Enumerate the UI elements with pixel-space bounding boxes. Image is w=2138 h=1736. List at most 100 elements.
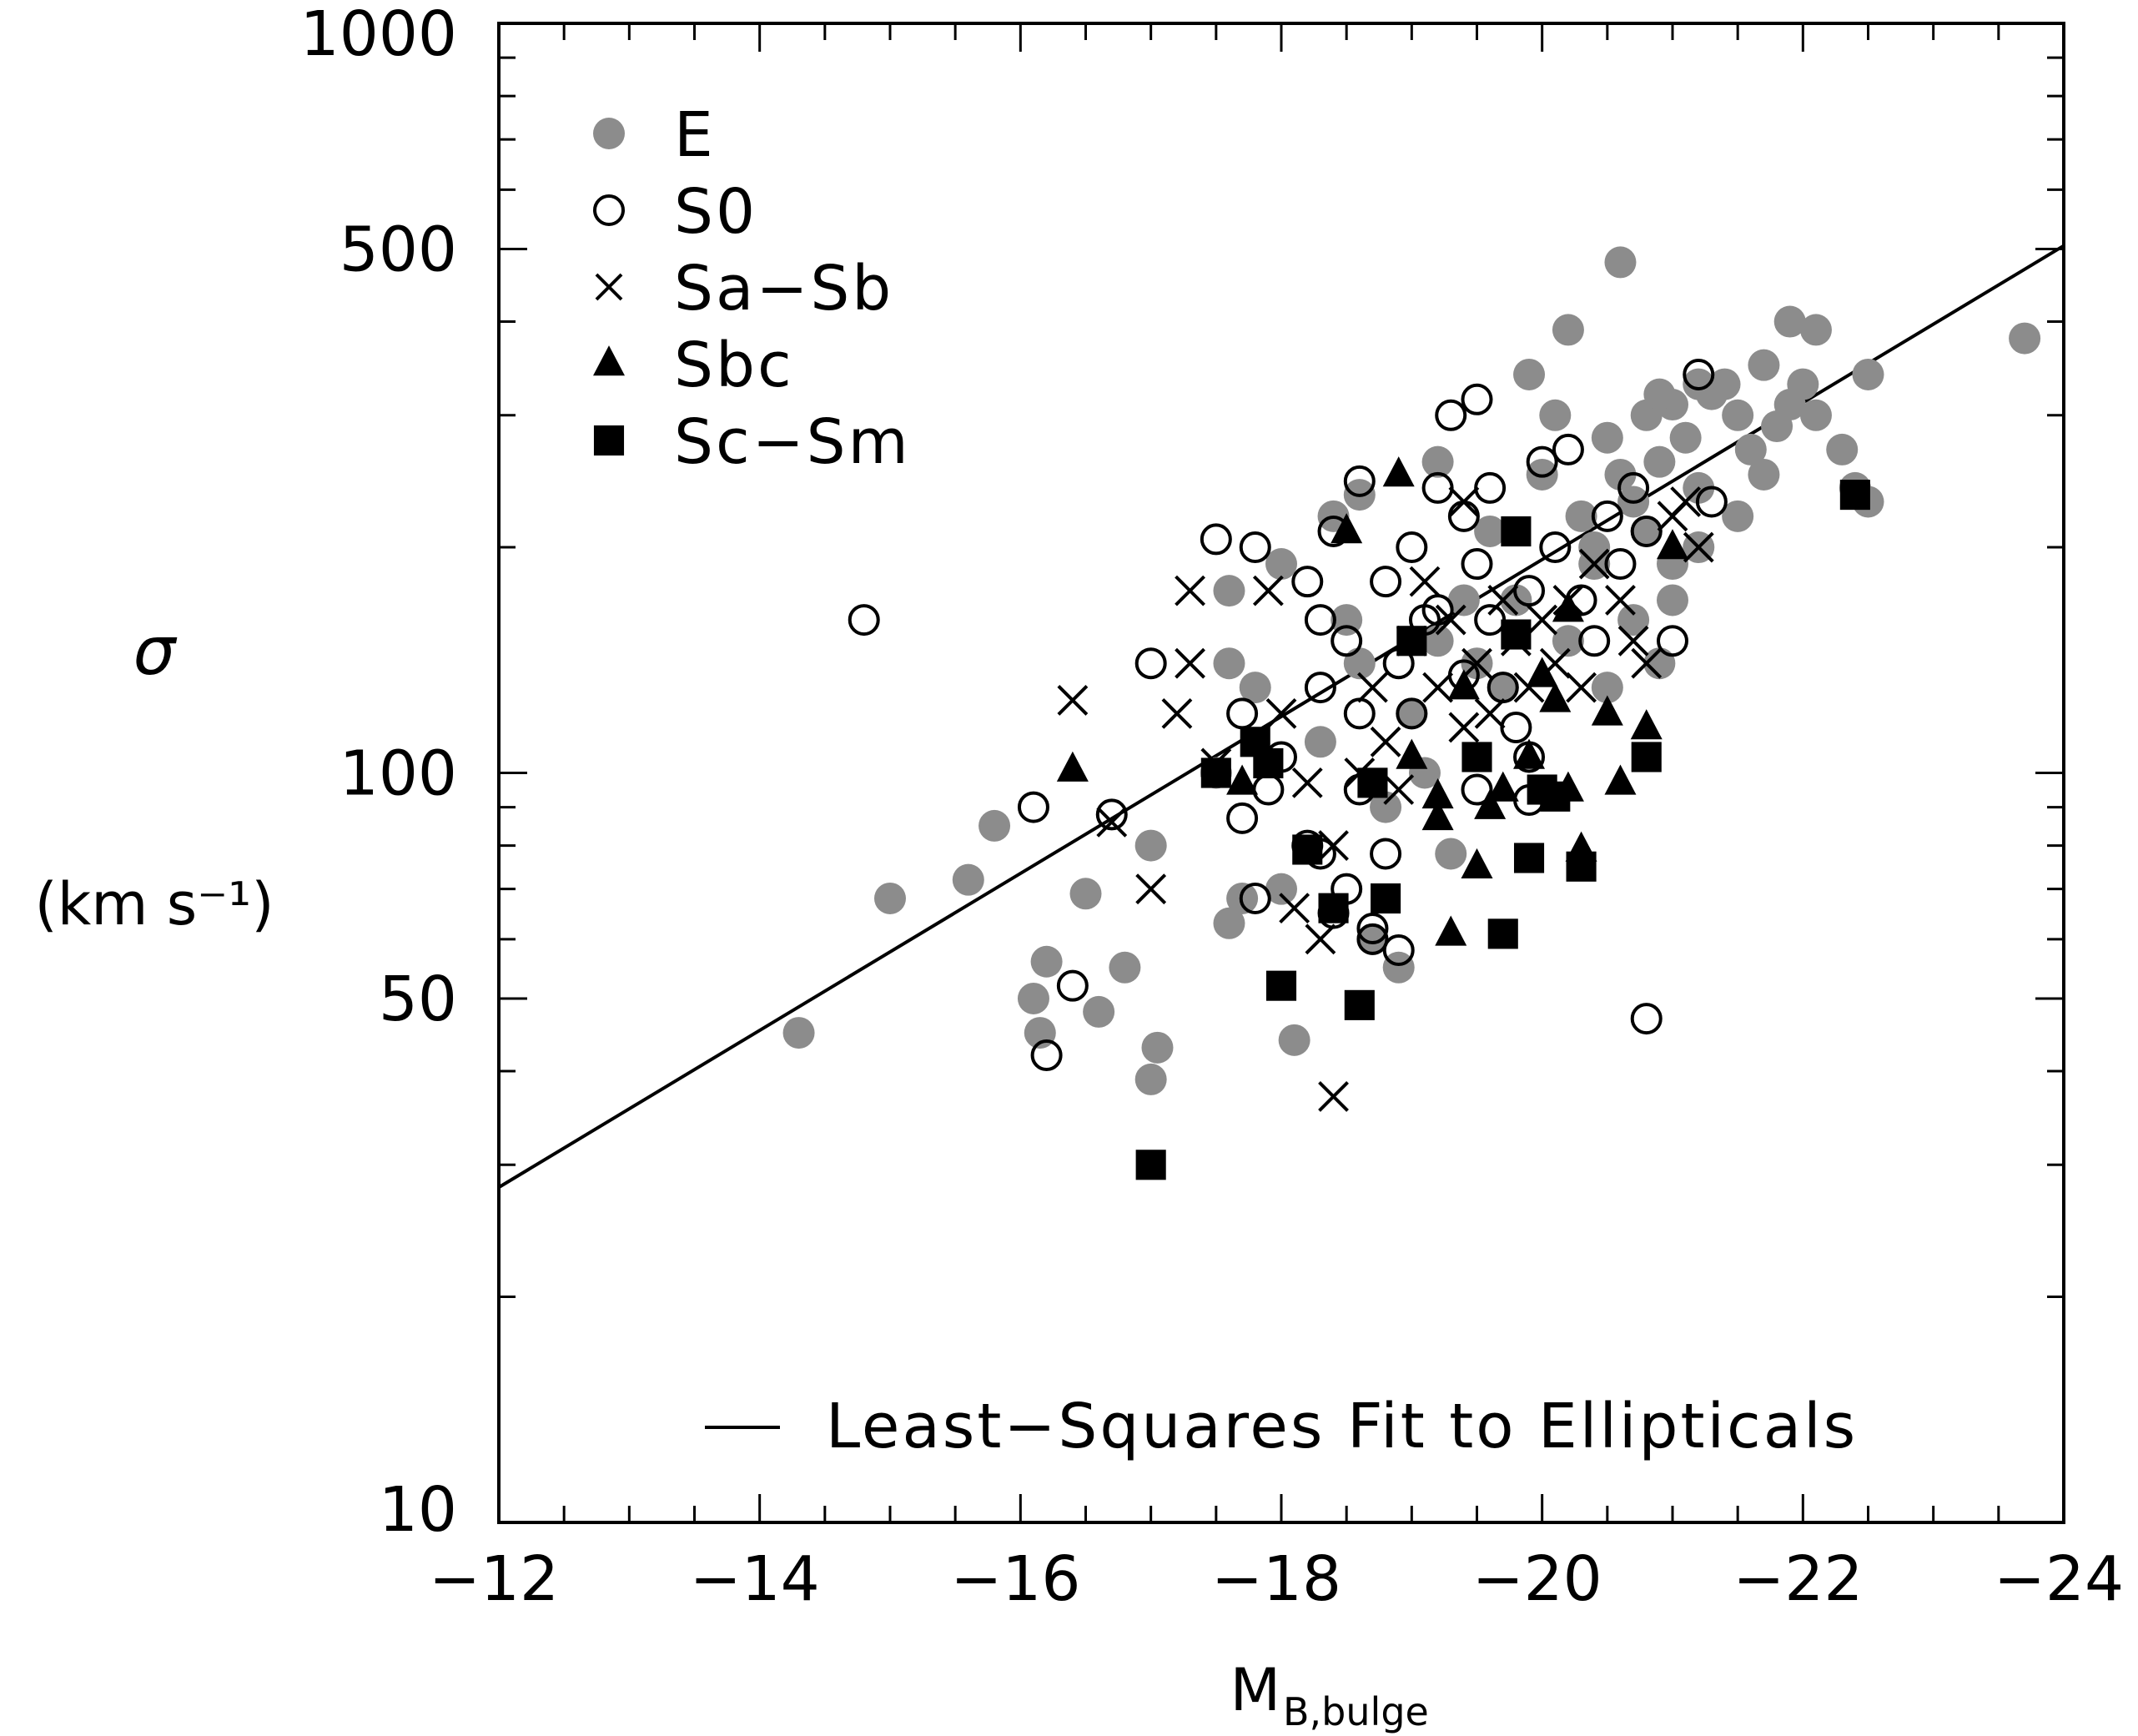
point-e xyxy=(1500,584,1532,616)
y-tick-label: 1000 xyxy=(300,0,457,70)
point-e xyxy=(1591,421,1623,454)
point-e xyxy=(1083,995,1115,1028)
point-s0 xyxy=(1447,500,1480,532)
point-s0 xyxy=(1343,697,1376,730)
point-sa-sb xyxy=(1175,647,1205,679)
point-e xyxy=(1852,358,1884,390)
point-sc-sm xyxy=(1513,843,1545,873)
point-sa-sb xyxy=(1135,873,1167,905)
point-s0 xyxy=(1539,531,1572,564)
point-sa-sb xyxy=(1422,672,1454,703)
point-s0 xyxy=(1252,773,1285,806)
point-s0 xyxy=(1591,500,1623,532)
point-e xyxy=(1748,458,1780,491)
point-sa-sb xyxy=(1578,548,1610,580)
point-sa-sb xyxy=(1435,604,1466,636)
point-sc-sm xyxy=(1371,883,1401,914)
point-s0 xyxy=(1331,625,1363,657)
y-tick-label: 100 xyxy=(340,738,457,810)
point-s0 xyxy=(1617,471,1650,504)
point-sbc xyxy=(1447,669,1480,700)
point-sc-sm xyxy=(1487,918,1518,949)
point-s0 xyxy=(1095,798,1128,831)
x-tick-label: −16 xyxy=(950,1543,1080,1615)
point-sa-sb xyxy=(1448,486,1480,517)
point-s0 xyxy=(1304,672,1336,704)
point-sbc xyxy=(1435,915,1467,946)
point-e xyxy=(1617,604,1650,637)
point-sc-sm xyxy=(1135,1150,1166,1180)
point-sa-sb xyxy=(1305,923,1336,955)
x-axis-label: M xyxy=(1230,1656,1280,1724)
point-s0 xyxy=(1461,548,1493,581)
point-e xyxy=(1213,647,1245,680)
y-tick-label: 500 xyxy=(340,214,457,285)
point-sa-sb xyxy=(1318,1081,1349,1112)
point-sa-sb xyxy=(1175,575,1205,606)
point-sa-sb xyxy=(1383,774,1415,805)
point-sa-sb xyxy=(1252,575,1284,606)
data-points xyxy=(782,246,2041,1180)
point-sc-sm xyxy=(1318,893,1349,923)
point-sbc xyxy=(1331,513,1363,544)
point-e xyxy=(1539,399,1572,431)
legend-marker-e xyxy=(593,118,625,149)
point-s0 xyxy=(1200,523,1232,556)
point-s0 xyxy=(1396,531,1428,564)
point-s0 xyxy=(1578,625,1611,657)
point-sa-sb xyxy=(1279,893,1310,924)
point-s0 xyxy=(1630,515,1663,547)
point-e xyxy=(1382,951,1415,984)
point-sa-sb xyxy=(1057,685,1089,716)
x-axis-label-subscript: B,bulge xyxy=(1283,1689,1429,1734)
point-e xyxy=(952,863,984,896)
point-e xyxy=(1304,726,1336,758)
legend-label-sa-sb: Sa−Sb xyxy=(674,253,893,325)
point-e xyxy=(1134,1063,1167,1095)
point-s0 xyxy=(1134,647,1167,680)
point-sa-sb xyxy=(1318,830,1349,861)
y-tick-label: 50 xyxy=(379,964,457,1035)
point-e xyxy=(1474,515,1507,547)
point-e xyxy=(1278,1024,1310,1056)
x-tick-label: −22 xyxy=(1733,1543,1863,1615)
point-sbc xyxy=(1461,848,1493,879)
y-axis-units: (km s⁻¹) xyxy=(34,870,274,938)
point-s0 xyxy=(1461,773,1493,806)
point-s0 xyxy=(1356,913,1389,945)
point-s0 xyxy=(1695,486,1728,518)
point-sbc xyxy=(1630,709,1663,740)
point-e xyxy=(1487,672,1519,704)
point-e xyxy=(978,809,1011,842)
point-s0 xyxy=(1657,625,1688,657)
point-sa-sb xyxy=(1461,647,1492,679)
point-sc-sm xyxy=(1540,781,1571,812)
legend-marker-s0 xyxy=(593,194,625,226)
point-e xyxy=(782,1017,815,1049)
point-sbc xyxy=(1657,529,1688,560)
point-sc-sm xyxy=(1200,757,1231,788)
point-e xyxy=(1134,829,1167,862)
point-e xyxy=(1069,878,1102,910)
point-sbc xyxy=(1474,788,1507,819)
x-tick-label: −18 xyxy=(1211,1543,1341,1615)
axis-ticks xyxy=(497,22,2065,1524)
point-e xyxy=(1030,945,1063,978)
point-sa-sb xyxy=(1370,726,1401,757)
point-e xyxy=(1604,458,1637,491)
point-e xyxy=(1604,246,1637,279)
point-sc-sm xyxy=(1501,619,1532,650)
point-sc-sm xyxy=(1501,516,1532,547)
point-e xyxy=(1591,672,1623,704)
point-s0 xyxy=(1526,445,1558,478)
point-s0 xyxy=(1604,548,1637,581)
point-sc-sm xyxy=(1631,742,1662,772)
point-e xyxy=(1643,445,1676,478)
point-sa-sb xyxy=(1265,697,1297,729)
point-s0 xyxy=(1382,934,1415,967)
legend-marker-sa-sb xyxy=(595,273,623,301)
point-e xyxy=(1552,314,1584,346)
point-sbc xyxy=(1513,738,1546,769)
point-e xyxy=(1708,368,1741,400)
point-sbc xyxy=(1539,682,1572,712)
